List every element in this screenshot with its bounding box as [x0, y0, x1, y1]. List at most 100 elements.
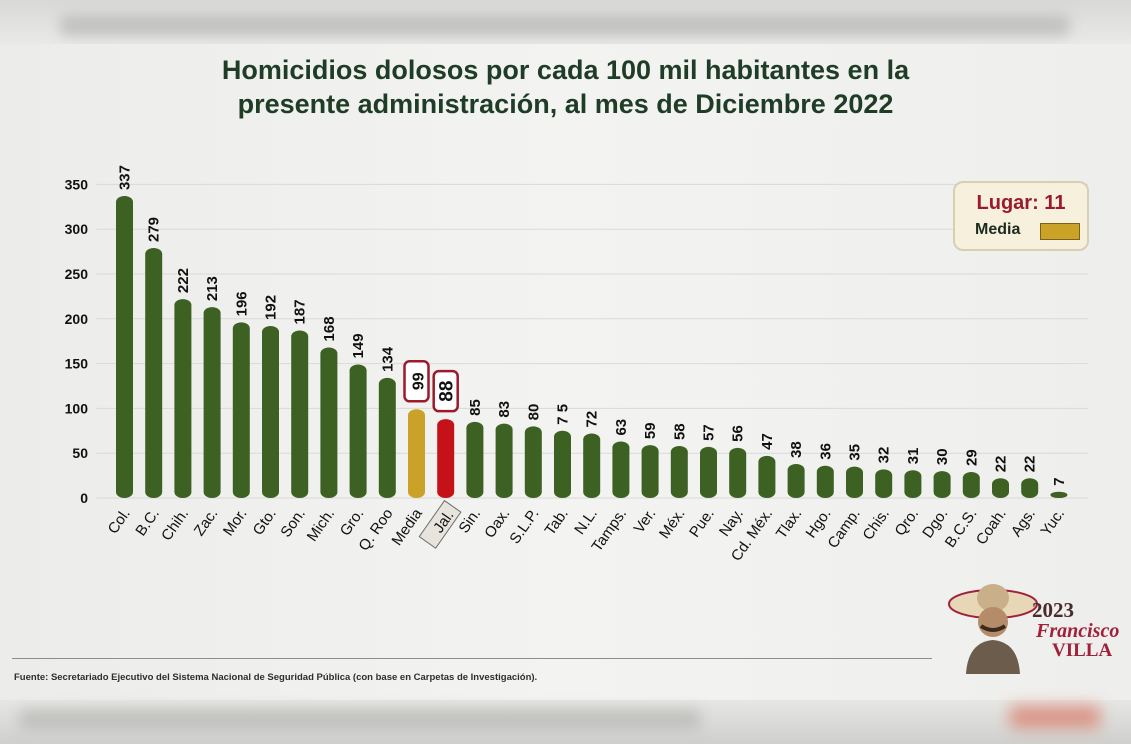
value-box-jal: [432, 369, 459, 413]
chart-title-line-1: Homicidios dolosos por cada 100 mil habi…: [221, 55, 910, 85]
value-label-mich: 168: [321, 316, 338, 341]
bar-col: [116, 196, 133, 498]
category-label-gto: Gto.: [250, 506, 280, 539]
bar-mex: [670, 446, 688, 498]
value-label-zac: 213: [204, 276, 221, 301]
bar-s-l-p: [524, 426, 542, 498]
value-label-q-roo: 134: [379, 346, 396, 372]
value-label-n-l: 72: [584, 411, 601, 428]
bottom-blur-strip: [0, 700, 1131, 744]
value-label-yuc: 7: [1051, 477, 1068, 485]
value-label-chis: 32: [876, 447, 893, 464]
value-label-mex: 58: [671, 423, 688, 440]
y-tick-label: 0: [80, 490, 88, 506]
value-label-hgo: 36: [817, 443, 834, 460]
value-label-cd-mex: 47: [759, 433, 776, 450]
bar-son: [291, 330, 309, 498]
value-label-oax: 83: [496, 401, 513, 418]
value-label-dgo: 30: [934, 448, 951, 465]
bar-chis: [875, 469, 893, 498]
bar-q-roo: [378, 377, 396, 498]
value-label-media: 99: [411, 372, 428, 390]
category-label-mor: Mor.: [220, 506, 251, 540]
value-label-qro: 31: [905, 448, 922, 465]
bar-gto: [262, 325, 279, 498]
bar-chih: [174, 299, 192, 498]
bar-oax: [495, 423, 513, 498]
category-label-col: Col.: [105, 506, 134, 538]
bar-ver: [641, 445, 659, 498]
value-label-ags: 22: [1022, 456, 1039, 473]
category-label-yuc: Yuc.: [1038, 506, 1069, 540]
bar-sin: [466, 421, 484, 498]
grid-lines: [96, 183, 1088, 499]
category-labels: Col.B.C.Chih.Zac.Mor. Gto.Son.Mich.Gro.Q.…: [105, 499, 1069, 564]
bar-qro: [904, 470, 922, 498]
y-tick-label: 50: [72, 445, 88, 461]
logo-year: 2023: [1032, 598, 1074, 622]
category-label-pue: Pue.: [686, 506, 718, 541]
value-label-s-l-p: 80: [525, 404, 542, 421]
value-label-jal: 88: [437, 381, 458, 402]
category-label-media: Media: [388, 505, 426, 549]
legend-media-label: Media: [975, 221, 1021, 238]
bar-nay: [729, 447, 747, 498]
source-footnote: Fuente: Secretariado Ejecutivo del Siste…: [14, 672, 538, 683]
value-label-sin: 85: [467, 399, 484, 416]
bar-b-c-s: [962, 472, 980, 498]
y-tick-label: 250: [65, 266, 89, 282]
value-label-gto: 192: [263, 295, 280, 320]
value-label-col: 337: [117, 165, 134, 190]
bar-tab: [554, 430, 571, 498]
bar-chart: 0 50 100 150 200 250 300 350 337 279 222 213 196 192…: [65, 165, 1088, 564]
value-label-b-c: 279: [146, 217, 163, 242]
value-label-b-c-s: 29: [963, 449, 980, 466]
value-label-mor: 196: [233, 291, 250, 316]
category-label-sin: Sin.: [455, 506, 484, 537]
bar-tamps: [612, 441, 630, 498]
category-label-qro: Qro.: [892, 506, 923, 540]
footer-divider: [12, 658, 932, 659]
value-label-ver: 59: [642, 422, 659, 439]
legend-media-swatch: [1040, 223, 1080, 240]
bar-camp: [846, 466, 863, 498]
category-label-chis: Chis.: [859, 506, 893, 544]
villa-portrait-icon: [948, 584, 1038, 674]
bar-cd-mex: [758, 455, 776, 498]
bar-mich: [320, 347, 338, 498]
value-label-coah: 22: [993, 456, 1010, 473]
category-label-b-c-s: B.C.S.: [942, 506, 981, 551]
category-label-tlax: Tlax.: [773, 506, 806, 542]
chart-title-line-2: presente administración, al mes de Dicie…: [237, 89, 894, 119]
bar-media: [408, 409, 425, 498]
value-label-gro: 149: [350, 333, 367, 358]
legend-box: Lugar: 11 Media: [953, 181, 1089, 251]
y-tick-label: 300: [65, 221, 89, 237]
category-label-tab: Tab.: [542, 506, 572, 539]
bar-coah: [992, 478, 1009, 498]
value-label-camp: 35: [847, 444, 864, 461]
bars: [116, 196, 1068, 498]
y-axis-ticks: 0 50 100 150 200 250 300 350: [65, 176, 89, 506]
bar-pue: [700, 446, 717, 498]
category-label-coah: Coah.: [973, 506, 1010, 549]
value-labels: 337 279 222 213 196 192 187 168 149 134 99 88 85 83 80…: [117, 165, 1068, 486]
logo-name-last: VILLA: [1052, 640, 1113, 661]
category-box-jal: Jal.: [418, 499, 462, 549]
bar-zac: [203, 307, 221, 498]
y-tick-label: 350: [65, 176, 89, 192]
category-label-ags: Ags.: [1008, 506, 1039, 540]
value-label-son: 187: [292, 299, 309, 324]
bar-tlax: [787, 463, 805, 498]
category-label-s-l-p: S.L.P.: [506, 506, 542, 548]
bar-gro: [349, 364, 367, 498]
bar-ags: [1021, 478, 1039, 498]
value-label-tlax: 38: [788, 441, 805, 458]
logo-name-first: Francisco: [1036, 620, 1120, 642]
value-label-chih: 222: [175, 268, 192, 293]
legend-rank: Lugar: 11: [976, 192, 1066, 214]
category-label-chih: Chih.: [158, 506, 192, 544]
bar-mor: [232, 322, 250, 498]
bar-dgo: [933, 471, 951, 498]
y-tick-label: 200: [65, 311, 89, 327]
